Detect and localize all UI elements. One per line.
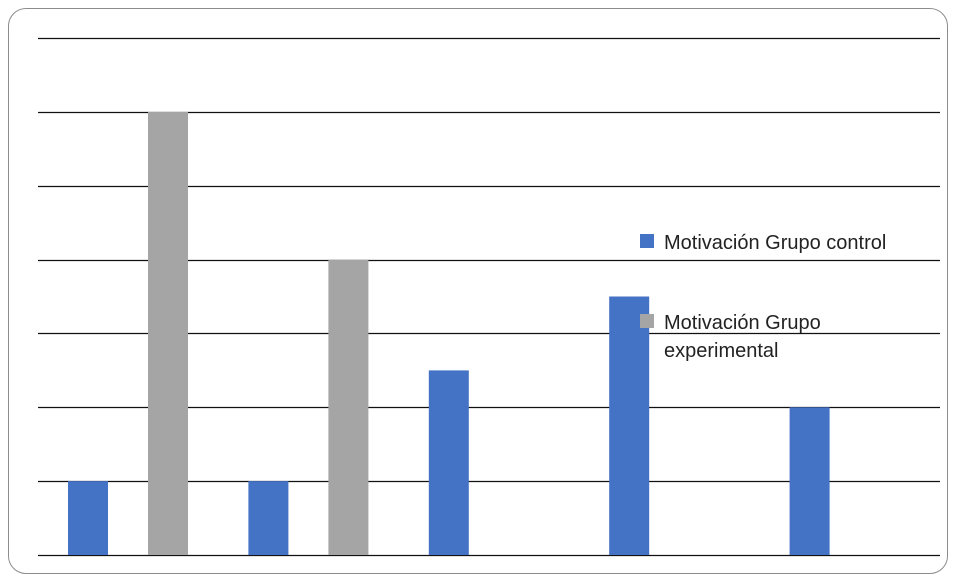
legend-label-2-line-1: Motivación Grupo bbox=[664, 312, 821, 334]
legend-label-2-line-2: experimental bbox=[664, 340, 779, 362]
bar-series1-category1 bbox=[68, 481, 108, 555]
legend-item-1: Motivación Grupo control bbox=[640, 232, 886, 254]
bar-series1-category4 bbox=[609, 296, 650, 555]
bar-series2-category2 bbox=[328, 259, 369, 555]
bars bbox=[68, 111, 830, 556]
bar-series1-category5 bbox=[789, 407, 830, 555]
bar-series1-category3 bbox=[428, 370, 469, 555]
legend: Motivación Grupo control Motivación Grupo… bbox=[640, 232, 886, 362]
legend-item-2: Motivación Grupo experimental bbox=[640, 312, 821, 362]
bar-series1-category2 bbox=[248, 481, 289, 555]
bar-series2-category1 bbox=[148, 111, 188, 556]
legend-label-1-line-1: Motivación Grupo control bbox=[664, 232, 886, 254]
legend-swatch-1 bbox=[640, 234, 654, 248]
legend-swatch-2 bbox=[640, 314, 654, 328]
